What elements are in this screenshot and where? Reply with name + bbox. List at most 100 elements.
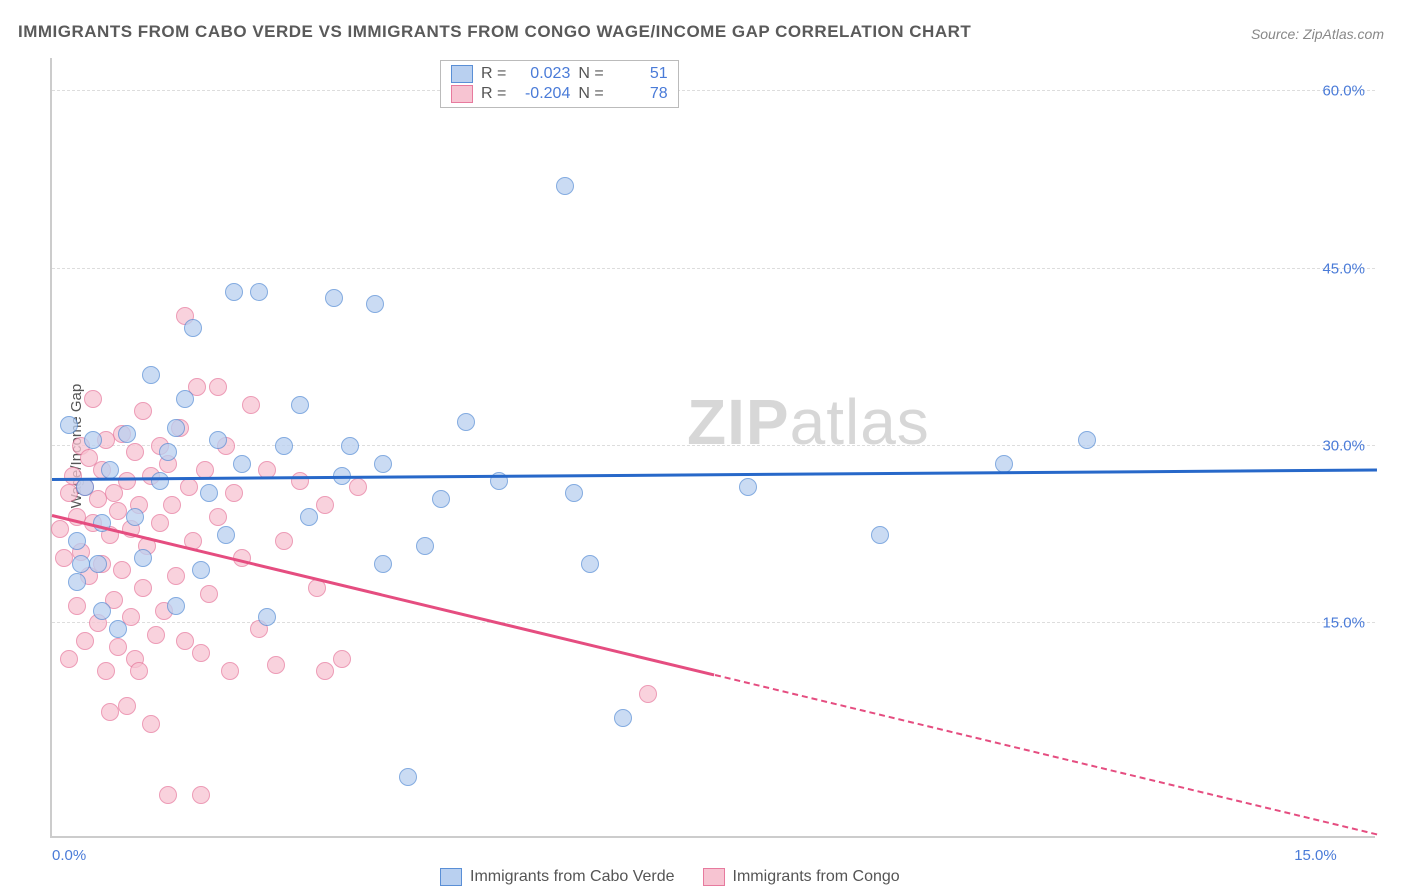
scatter-point [89,555,107,573]
legend-item: Immigrants from Cabo Verde [440,868,675,886]
scatter-point [113,561,131,579]
legend-series: Immigrants from Cabo Verde Immigrants fr… [440,868,900,886]
scatter-point [97,662,115,680]
y-tick-label: 60.0% [1322,83,1365,100]
scatter-point [316,662,334,680]
y-tick-label: 30.0% [1322,438,1365,455]
watermark-zip: ZIP [687,386,790,458]
scatter-point [130,662,148,680]
legend-swatch [703,868,725,886]
scatter-point [134,579,152,597]
scatter-point [159,786,177,804]
scatter-point [217,526,235,544]
grid-line [52,445,1375,446]
scatter-point [55,549,73,567]
legend-swatch [451,85,473,103]
scatter-point [639,685,657,703]
scatter-point [68,597,86,615]
n-label: N = [578,85,603,103]
scatter-point [109,638,127,656]
scatter-point [399,768,417,786]
scatter-point [275,437,293,455]
scatter-point [349,478,367,496]
scatter-point [84,431,102,449]
scatter-point [225,283,243,301]
scatter-point [109,502,127,520]
scatter-point [167,567,185,585]
scatter-point [142,366,160,384]
scatter-point [180,478,198,496]
chart-source: Source: ZipAtlas.com [1251,26,1384,42]
scatter-point [341,437,359,455]
r-value: -0.204 [514,85,570,103]
scatter-point [200,484,218,502]
scatter-point [51,520,69,538]
scatter-point [221,662,239,680]
scatter-point [147,626,165,644]
scatter-point [118,697,136,715]
scatter-point [184,319,202,337]
scatter-point [60,650,78,668]
scatter-point [118,425,136,443]
scatter-point [209,431,227,449]
scatter-point [871,526,889,544]
scatter-point [233,455,251,473]
scatter-point [60,416,78,434]
scatter-point [316,496,334,514]
scatter-point [126,508,144,526]
scatter-point [163,496,181,514]
y-tick-label: 15.0% [1322,615,1365,632]
scatter-point [614,709,632,727]
trend-line [52,514,715,676]
scatter-point [151,472,169,490]
scatter-point [84,390,102,408]
scatter-point [118,472,136,490]
scatter-point [200,585,218,603]
legend-label: Immigrants from Congo [733,868,900,886]
scatter-point [167,597,185,615]
r-label: R = [481,85,506,103]
scatter-point [291,472,309,490]
legend-row: R = 0.023 N = 51 [451,64,668,84]
scatter-point [250,283,268,301]
scatter-point [739,478,757,496]
legend-correlation: R = 0.023 N = 51 R = -0.204 N = 78 [440,60,679,108]
scatter-point [126,443,144,461]
scatter-point [68,532,86,550]
legend-label: Immigrants from Cabo Verde [470,868,675,886]
plot-area: ZIPatlas 15.0%30.0%45.0%60.0%0.0%15.0% [50,58,1375,838]
scatter-point [134,402,152,420]
scatter-point [167,419,185,437]
scatter-point [374,455,392,473]
n-label: N = [578,65,603,83]
scatter-point [176,632,194,650]
scatter-point [176,390,194,408]
scatter-point [101,703,119,721]
scatter-point [432,490,450,508]
legend-swatch [451,65,473,83]
grid-line [52,90,1375,91]
scatter-point [142,715,160,733]
scatter-point [159,443,177,461]
scatter-point [995,455,1013,473]
scatter-point [242,396,260,414]
scatter-point [258,608,276,626]
legend-swatch [440,868,462,886]
scatter-point [109,620,127,638]
r-label: R = [481,65,506,83]
scatter-point [192,561,210,579]
chart-title: IMMIGRANTS FROM CABO VERDE VS IMMIGRANTS… [18,22,971,42]
scatter-point [72,555,90,573]
scatter-point [416,537,434,555]
scatter-point [192,644,210,662]
scatter-point [325,289,343,307]
scatter-point [275,532,293,550]
scatter-point [76,478,94,496]
trend-line [52,469,1377,481]
scatter-point [60,484,78,502]
scatter-point [581,555,599,573]
scatter-point [457,413,475,431]
scatter-point [291,396,309,414]
scatter-point [556,177,574,195]
scatter-point [366,295,384,313]
